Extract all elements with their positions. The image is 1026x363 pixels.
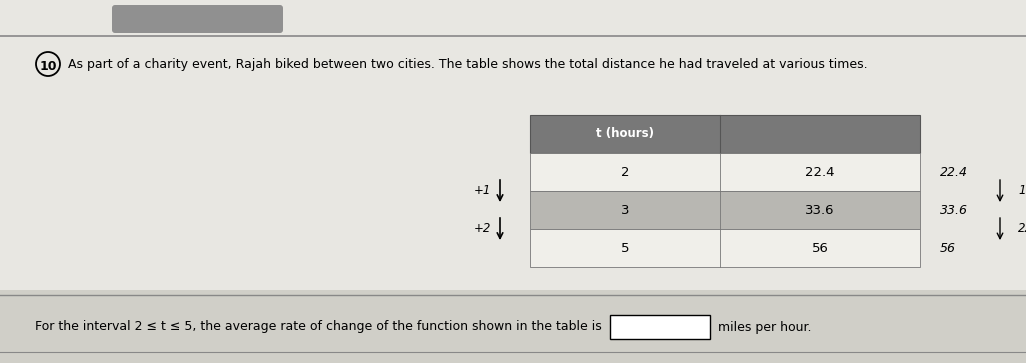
Text: t (hours): t (hours) <box>596 127 654 140</box>
FancyBboxPatch shape <box>112 5 283 33</box>
Text: miles per hour.: miles per hour. <box>718 321 812 334</box>
Text: 22.4: 22.4 <box>1018 223 1026 236</box>
Text: 56: 56 <box>940 241 956 254</box>
Text: 3: 3 <box>621 204 629 216</box>
Text: 5: 5 <box>621 241 629 254</box>
Text: For the interval 2 ≤ t ≤ 5, the average rate of change of the function shown in : For the interval 2 ≤ t ≤ 5, the average … <box>35 320 602 333</box>
FancyBboxPatch shape <box>530 191 920 229</box>
FancyBboxPatch shape <box>610 315 710 339</box>
Text: As part of a charity event, Rajah biked between two cities. The table shows the : As part of a charity event, Rajah biked … <box>68 58 868 71</box>
Text: +2: +2 <box>473 223 490 236</box>
Text: 10: 10 <box>39 60 56 73</box>
Text: 11.2: 11.2 <box>1018 184 1026 197</box>
Text: 2: 2 <box>621 166 629 179</box>
FancyBboxPatch shape <box>530 229 920 267</box>
FancyBboxPatch shape <box>0 0 1026 290</box>
FancyBboxPatch shape <box>530 153 920 191</box>
Text: +1: +1 <box>473 184 490 197</box>
Text: 33.6: 33.6 <box>805 204 835 216</box>
Text: 56: 56 <box>812 241 828 254</box>
Text: 22.4: 22.4 <box>805 166 835 179</box>
FancyBboxPatch shape <box>530 115 920 153</box>
Text: 22.4: 22.4 <box>940 166 968 179</box>
Text: 33.6: 33.6 <box>940 204 968 216</box>
